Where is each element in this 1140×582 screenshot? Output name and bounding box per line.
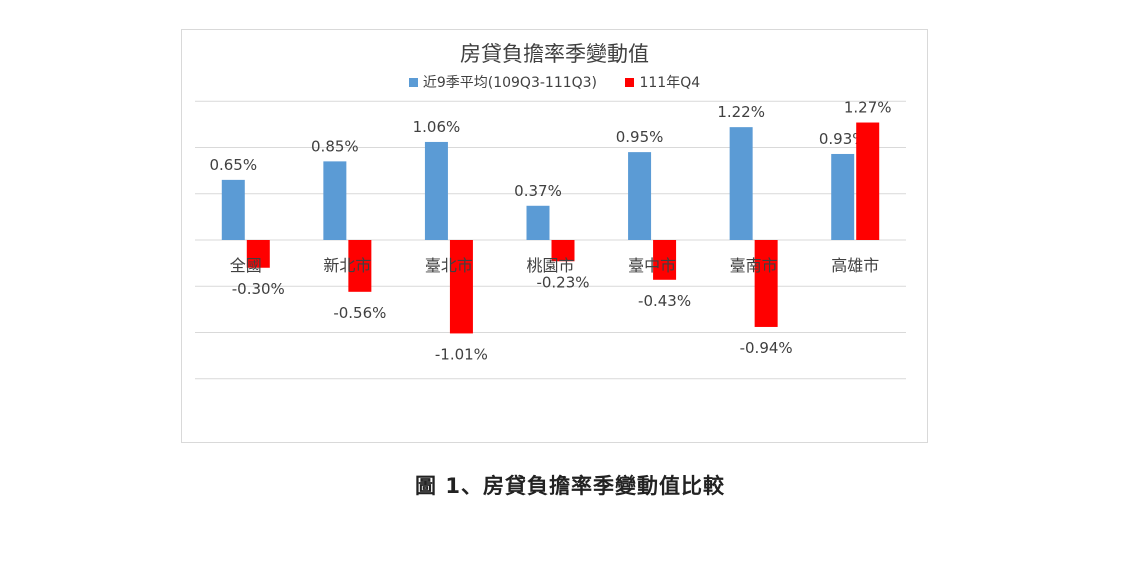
bar-s2-1 bbox=[348, 240, 372, 292]
legend-label-series-2: 111年Q4 bbox=[639, 75, 701, 91]
bar-s1-6 bbox=[831, 153, 855, 240]
data-label-s2-1: -0.56% bbox=[333, 304, 386, 322]
data-label-s1-2: 1.06% bbox=[413, 118, 461, 136]
data-label-s2-2: -1.01% bbox=[435, 345, 488, 363]
category-label-1: 新北市 bbox=[323, 256, 371, 275]
data-label-s2-4: -0.43% bbox=[638, 292, 691, 310]
data-label-s2-6: 1.27% bbox=[844, 99, 892, 117]
bar-s2-0 bbox=[246, 240, 270, 268]
data-label-s1-4: 0.95% bbox=[616, 128, 664, 146]
legend: 近9季平均(109Q3-111Q3) 111年Q4 bbox=[181, 72, 928, 92]
legend-item-series-1: 近9季平均(109Q3-111Q3) bbox=[408, 72, 598, 92]
legend-item-series-2: 111年Q4 bbox=[625, 72, 700, 92]
bar-s2-2 bbox=[449, 240, 473, 334]
bar-s1-3 bbox=[526, 205, 550, 240]
data-label-s1-1: 0.85% bbox=[311, 137, 359, 155]
data-label-s1-3: 0.37% bbox=[514, 182, 562, 200]
data-label-s2-0: -0.30% bbox=[232, 280, 285, 298]
category-label-3: 桃園市 bbox=[526, 256, 574, 275]
bar-s2-3 bbox=[551, 240, 575, 262]
bar-s1-4 bbox=[628, 152, 652, 240]
category-label-4: 臺中市 bbox=[628, 256, 676, 275]
data-label-s1-0: 0.65% bbox=[209, 156, 257, 174]
data-label-s2-5: -0.94% bbox=[740, 339, 793, 357]
legend-swatch-blue bbox=[408, 77, 418, 87]
chart-title: 房貸負擔率季變動值 bbox=[460, 42, 649, 66]
data-label-s1-5: 1.22% bbox=[717, 103, 765, 121]
bar-s1-1 bbox=[323, 161, 347, 240]
bar-s1-0 bbox=[221, 179, 245, 240]
category-label-0: 全國 bbox=[230, 256, 262, 275]
legend-label-series-1: 近9季平均(109Q3-111Q3) bbox=[422, 75, 598, 91]
bar-s2-5 bbox=[754, 240, 778, 327]
bar-s2-4 bbox=[653, 240, 677, 280]
figure-caption: 圖 1、房貸負擔率季變動值比較 bbox=[415, 474, 725, 498]
bar-s1-2 bbox=[424, 141, 448, 240]
category-label-6: 高雄市 bbox=[831, 256, 879, 275]
category-label-5: 臺南市 bbox=[730, 256, 778, 275]
bar-s2-6 bbox=[856, 122, 880, 240]
category-label-2: 臺北市 bbox=[425, 256, 473, 275]
data-label-s1-6: 0.93% bbox=[819, 130, 867, 148]
chart-frame bbox=[181, 29, 928, 443]
data-label-s2-3: -0.23% bbox=[536, 273, 589, 291]
legend-swatch-red bbox=[625, 77, 635, 87]
bar-s1-5 bbox=[729, 127, 753, 240]
